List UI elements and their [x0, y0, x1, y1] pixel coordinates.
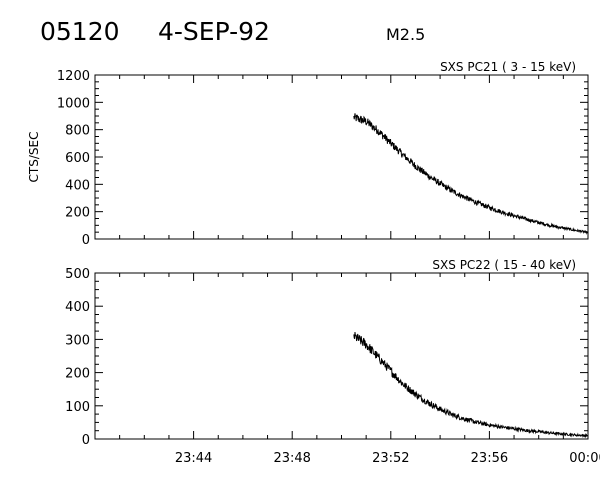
panel-2: 0 100 200 300 400 500 23:44 23:48 23:52 23:56 00:0…: [65, 258, 600, 466]
event-id: 05120: [40, 17, 120, 46]
x-tick-label: 23:48: [273, 451, 310, 466]
x-tick-label: 23:56: [471, 451, 508, 466]
event-date: 4-SEP-92: [158, 17, 270, 46]
series-line-2: [353, 331, 589, 439]
y-tick-label: 100: [65, 400, 90, 415]
x-tick-label: 23:44: [175, 451, 212, 466]
y-tick-label: 400: [65, 300, 90, 315]
y-tick-label: 0: [82, 233, 90, 248]
plot-frame: [94, 272, 589, 440]
y-tick-label: 500: [65, 267, 90, 282]
x-tick-label: 00:00: [569, 451, 600, 466]
panel-title: SXS PC21 ( 3 - 15 keV): [440, 60, 576, 74]
y-tick-label: 800: [65, 124, 90, 139]
flare-class: M2.5: [386, 25, 425, 44]
y-tick-label: 600: [65, 151, 90, 166]
y-axis-label: CTS/SEC: [27, 132, 41, 183]
x-tick-label: 23:52: [372, 451, 409, 466]
y-tick-label: 400: [65, 178, 90, 193]
panel-1: 0 200 400 600 800 1000 1200 SXS PC21 ( 3 - 15 k…: [27, 60, 589, 248]
y-tick-label: 0: [82, 433, 90, 448]
y-tick-label: 200: [65, 367, 90, 382]
y-tick-label: 300: [65, 333, 90, 348]
series-line-1: [353, 113, 589, 235]
y-tick-label: 1000: [57, 96, 90, 111]
panel-title: SXS PC22 ( 15 - 40 keV): [432, 258, 576, 272]
y-tick-label: 1200: [57, 69, 90, 84]
y-tick-label: 200: [65, 206, 90, 221]
